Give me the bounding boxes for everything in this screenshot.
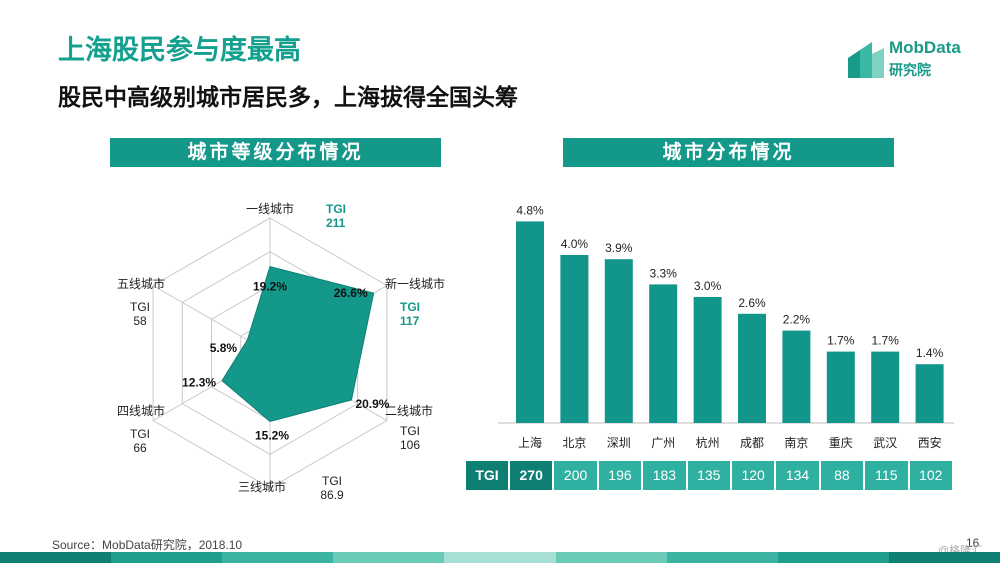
bar-section-title: 城市分布情况 (563, 138, 894, 167)
radar-value-label: 12.3% (182, 376, 216, 390)
bar-category-label: 西安 (918, 435, 942, 450)
radar-value-label: 19.2% (253, 280, 287, 294)
page-title: 上海股民参与度最高 (58, 35, 301, 65)
tgi-cell: 88 (820, 461, 864, 490)
page-subtitle: 股民中高级别城市居民多，上海拔得全国头筹 (58, 84, 518, 110)
bar (649, 284, 678, 423)
radar-tgi-value: 117 (400, 314, 420, 328)
logo-sub: 研究院 (889, 62, 931, 78)
radar-value-label: 5.8% (210, 341, 238, 355)
radar-category-label: 二线城市 (385, 403, 433, 418)
bar-value-label: 4.0% (561, 237, 589, 251)
tgi-header-cell: TGI (466, 461, 508, 490)
bar-value-label: 3.9% (605, 241, 633, 255)
tgi-cell: 200 (554, 461, 597, 490)
bar-category-label: 重庆 (829, 436, 853, 450)
bar-category-label: 杭州 (696, 435, 720, 450)
bar (871, 351, 900, 423)
bar (693, 297, 722, 423)
radar-category-label: 五线城市 (117, 276, 165, 291)
tgi-cell: 196 (598, 461, 642, 490)
tgi-cell: 134 (776, 461, 819, 490)
bar-category-label: 广州 (651, 436, 675, 450)
tgi-cell: 183 (643, 461, 686, 490)
bar-value-label: 2.6% (738, 296, 766, 310)
bar-category-label: 北京 (562, 436, 586, 450)
radar-tgi-label: TGI (322, 474, 342, 488)
radar-category-label: 四线城市 (117, 403, 165, 418)
bar (738, 313, 766, 423)
tgi-table: TGI 270 200 196 183 135 120 134 88 115 102 (466, 461, 954, 490)
radar-tgi-value: 66 (133, 441, 147, 455)
tgi-cell: 120 (731, 461, 775, 490)
radar-category-label: 一线城市 (246, 201, 294, 216)
bar (915, 364, 944, 423)
radar-tgi-value: 211 (326, 216, 346, 230)
logo-name: MobData (889, 38, 961, 57)
source-note: Source：MobData研究院，2018.10 (52, 538, 243, 552)
radar-tgi-label: TGI (400, 300, 420, 314)
logo-icon (848, 42, 884, 78)
bar-category-label: 南京 (784, 435, 808, 450)
tgi-cell: 115 (865, 461, 908, 490)
bar-value-label: 2.2% (783, 313, 811, 327)
bar-category-label: 上海 (518, 435, 542, 450)
radar-value-label: 15.2% (255, 428, 289, 442)
bar (782, 330, 811, 423)
bar (516, 221, 544, 423)
bar (826, 351, 855, 423)
radar-tgi-label: TGI (400, 424, 420, 438)
radar-value-label: 26.6% (334, 286, 368, 300)
bottom-decor-bar (0, 552, 1000, 563)
bar-value-label: 3.0% (694, 279, 722, 293)
bar (560, 255, 589, 423)
radar-tgi-label: TGI (130, 427, 150, 441)
radar-chart: 19.2% 26.6%20.9%15.2%12.3%5.8%一线城市 TGI211新… (117, 201, 445, 502)
bar-category-label: 深圳 (607, 436, 631, 450)
bar-value-label: 1.7% (827, 334, 855, 348)
radar-tgi-value: 86.9 (320, 488, 344, 502)
radar-tgi-label: TGI (130, 300, 150, 314)
bar-category-label: 武汉 (873, 436, 897, 450)
radar-section-title: 城市等级分布情况 (110, 138, 441, 167)
bar-value-label: 3.3% (650, 266, 678, 280)
bar-value-label: 1.4% (916, 346, 944, 360)
tgi-cell: 135 (687, 461, 730, 490)
radar-tgi-label: TGI (326, 202, 346, 216)
page-number: 16 (966, 536, 980, 550)
radar-category-label: 新一线城市 (385, 276, 445, 291)
radar-data-area (221, 265, 375, 422)
mobdata-logo: MobData 研究院 (846, 38, 976, 84)
radar-tgi-value: 58 (133, 314, 147, 328)
tgi-cell: 270 (510, 461, 553, 490)
bar-value-label: 4.8% (516, 203, 544, 217)
bar (604, 259, 633, 423)
radar-tgi-value: 106 (400, 438, 420, 452)
radar-value-label: 20.9% (355, 397, 389, 411)
bar-chart: 4.8% 上海 4.0% 北京 3.9% 深圳 3.3% 广州 3.0% 杭州 2.6% 成都 2.2%… (498, 203, 954, 450)
radar-category-label: 三线城市 (238, 479, 286, 494)
bar-value-label: 1.7% (872, 334, 900, 348)
tgi-cell: 102 (909, 461, 952, 490)
bar-category-label: 成都 (740, 436, 764, 450)
